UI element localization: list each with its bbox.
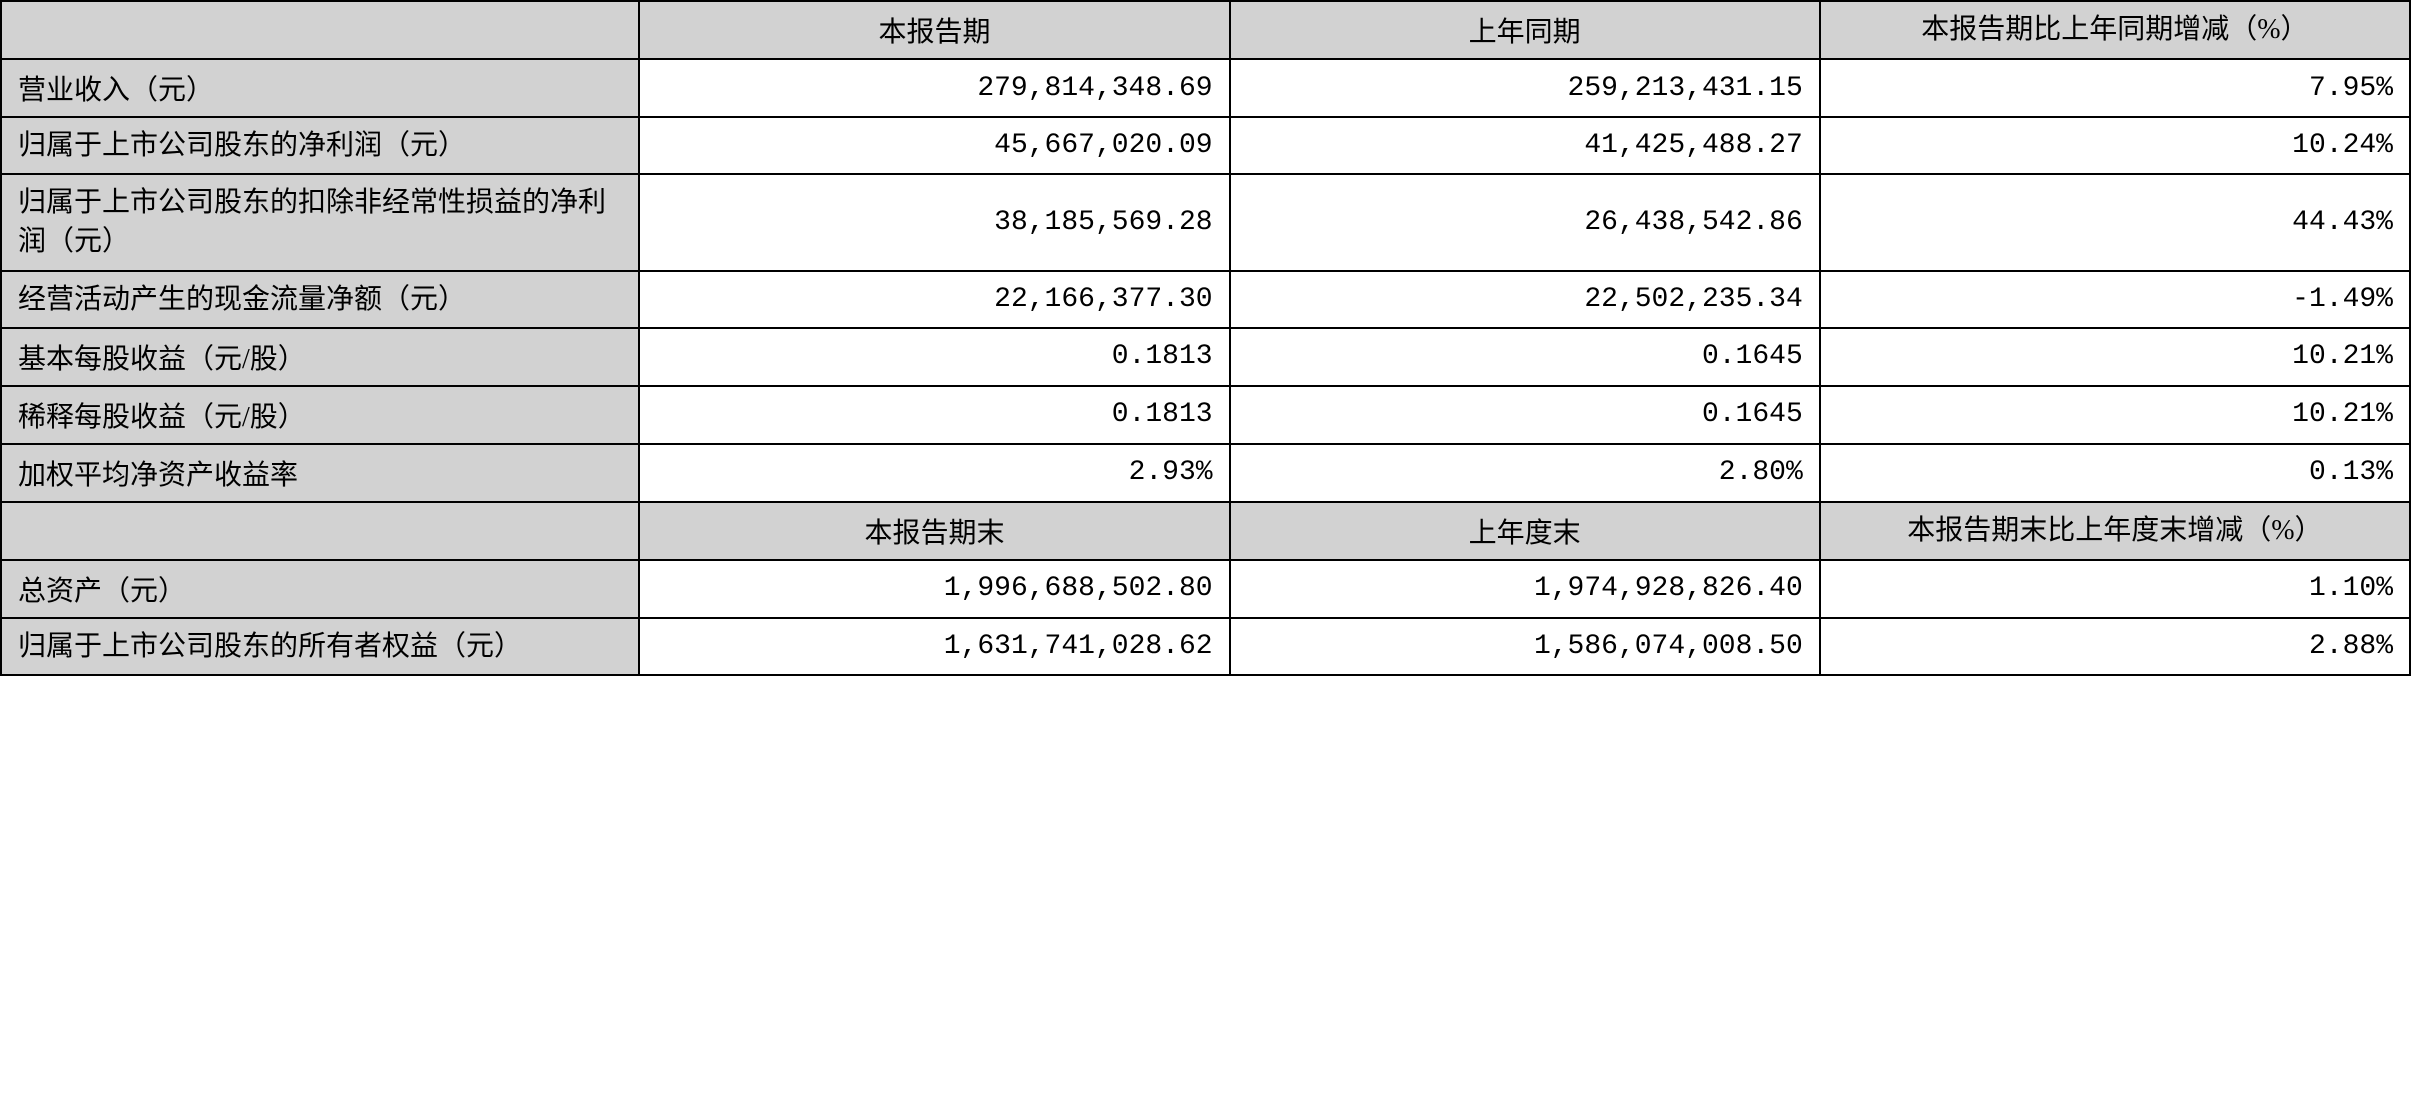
- row-label: 营业收入（元）: [1, 59, 639, 117]
- header-prev-year-end: 上年度末: [1230, 502, 1820, 560]
- row-label: 归属于上市公司股东的所有者权益（元）: [1, 618, 639, 675]
- row-value-prev: 41,425,488.27: [1230, 117, 1820, 174]
- row-label: 稀释每股收益（元/股）: [1, 386, 639, 444]
- table-row: 归属于上市公司股东的扣除非经常性损益的净利润（元） 38,185,569.28 …: [1, 174, 2410, 270]
- row-value-prev: 0.1645: [1230, 328, 1820, 386]
- header-period-end: 本报告期末: [639, 502, 1229, 560]
- row-value-current: 0.1813: [639, 328, 1229, 386]
- financial-table: 本报告期 上年同期 本报告期比上年同期增减（%） 营业收入（元） 279,814…: [0, 0, 2411, 676]
- row-value-change: 44.43%: [1820, 174, 2410, 270]
- row-value-change: 10.21%: [1820, 386, 2410, 444]
- row-value-change: 10.21%: [1820, 328, 2410, 386]
- table-header-row-2: 本报告期末 上年度末 本报告期末比上年度末增减（%）: [1, 502, 2410, 560]
- row-value-current: 279,814,348.69: [639, 59, 1229, 117]
- row-value-prev: 1,974,928,826.40: [1230, 560, 1820, 618]
- row-value-prev: 2.80%: [1230, 444, 1820, 502]
- row-value-change: -1.49%: [1820, 271, 2410, 328]
- table-row: 加权平均净资产收益率 2.93% 2.80% 0.13%: [1, 444, 2410, 502]
- table-row: 归属于上市公司股东的所有者权益（元） 1,631,741,028.62 1,58…: [1, 618, 2410, 675]
- row-label: 归属于上市公司股东的扣除非经常性损益的净利润（元）: [1, 174, 639, 270]
- row-value-current: 1,631,741,028.62: [639, 618, 1229, 675]
- header-current-period: 本报告期: [639, 1, 1229, 59]
- row-label: 经营活动产生的现金流量净额（元）: [1, 271, 639, 328]
- table-row: 基本每股收益（元/股） 0.1813 0.1645 10.21%: [1, 328, 2410, 386]
- row-value-current: 1,996,688,502.80: [639, 560, 1229, 618]
- row-value-change: 7.95%: [1820, 59, 2410, 117]
- table-row: 营业收入（元） 279,814,348.69 259,213,431.15 7.…: [1, 59, 2410, 117]
- row-label: 归属于上市公司股东的净利润（元）: [1, 117, 639, 174]
- row-value-change: 2.88%: [1820, 618, 2410, 675]
- header-empty-1: [1, 1, 639, 59]
- row-label: 加权平均净资产收益率: [1, 444, 639, 502]
- row-value-change: 0.13%: [1820, 444, 2410, 502]
- header-change-pct-2: 本报告期末比上年度末增减（%）: [1820, 502, 2410, 560]
- row-value-prev: 1,586,074,008.50: [1230, 618, 1820, 675]
- row-label: 基本每股收益（元/股）: [1, 328, 639, 386]
- header-empty-2: [1, 502, 639, 560]
- row-value-prev: 0.1645: [1230, 386, 1820, 444]
- row-value-current: 38,185,569.28: [639, 174, 1229, 270]
- table-row: 总资产（元） 1,996,688,502.80 1,974,928,826.40…: [1, 560, 2410, 618]
- table-header-row-1: 本报告期 上年同期 本报告期比上年同期增减（%）: [1, 1, 2410, 59]
- row-label: 总资产（元）: [1, 560, 639, 618]
- header-change-pct: 本报告期比上年同期增减（%）: [1820, 1, 2410, 59]
- row-value-current: 0.1813: [639, 386, 1229, 444]
- row-value-prev: 259,213,431.15: [1230, 59, 1820, 117]
- row-value-change: 1.10%: [1820, 560, 2410, 618]
- row-value-current: 22,166,377.30: [639, 271, 1229, 328]
- table-row: 稀释每股收益（元/股） 0.1813 0.1645 10.21%: [1, 386, 2410, 444]
- row-value-change: 10.24%: [1820, 117, 2410, 174]
- table-row: 经营活动产生的现金流量净额（元） 22,166,377.30 22,502,23…: [1, 271, 2410, 328]
- row-value-prev: 26,438,542.86: [1230, 174, 1820, 270]
- table-row: 归属于上市公司股东的净利润（元） 45,667,020.09 41,425,48…: [1, 117, 2410, 174]
- row-value-prev: 22,502,235.34: [1230, 271, 1820, 328]
- header-prev-period: 上年同期: [1230, 1, 1820, 59]
- row-value-current: 2.93%: [639, 444, 1229, 502]
- row-value-current: 45,667,020.09: [639, 117, 1229, 174]
